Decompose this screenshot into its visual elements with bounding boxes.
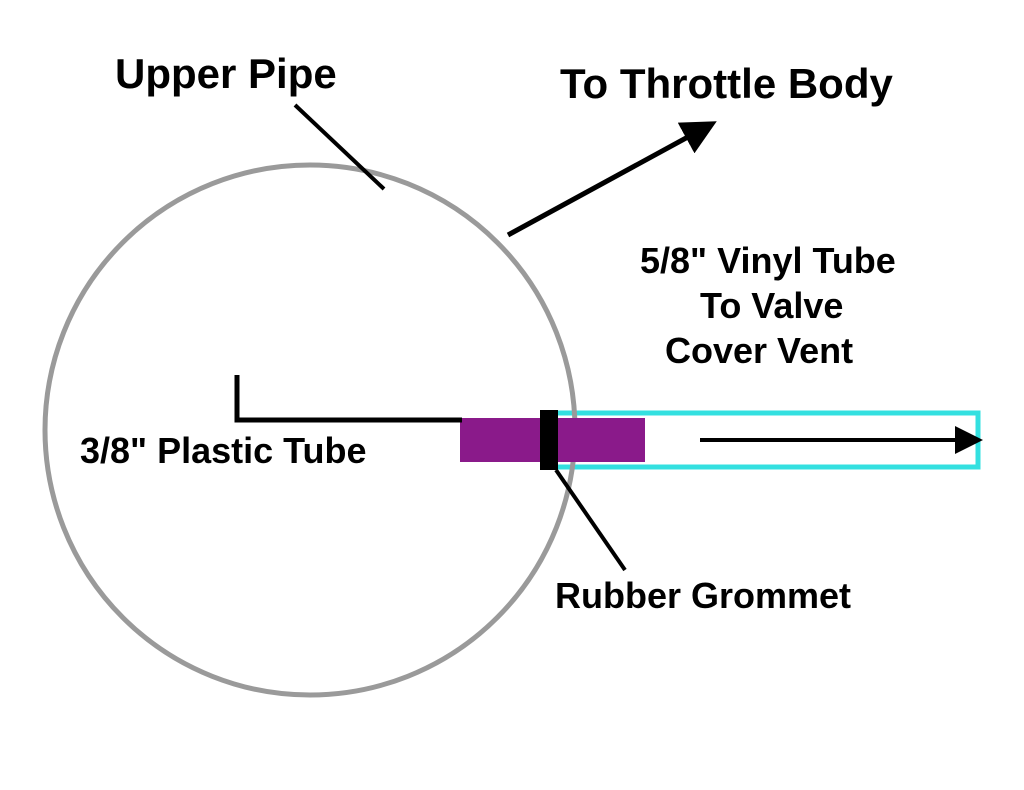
rubber-grommet-label: Rubber Grommet xyxy=(555,575,851,617)
diagram-svg xyxy=(0,0,1024,790)
vinyl-tube-label-3: Cover Vent xyxy=(665,330,853,372)
plastic-tube-label: 3/8" Plastic Tube xyxy=(80,430,367,472)
upper-pipe-leader xyxy=(295,105,384,189)
throttle-body-arrow xyxy=(508,126,708,235)
upper-pipe-label: Upper Pipe xyxy=(115,50,337,98)
vinyl-tube-label-2: To Valve xyxy=(700,285,843,327)
rubber-grommet-leader xyxy=(556,470,625,570)
rubber-grommet-shape xyxy=(540,410,558,470)
vinyl-tube-label-1: 5/8" Vinyl Tube xyxy=(640,240,896,282)
plastic-tube-leader xyxy=(237,375,462,420)
diagram-canvas: Upper Pipe To Throttle Body 5/8" Vinyl T… xyxy=(0,0,1024,790)
throttle-body-label: To Throttle Body xyxy=(560,60,893,108)
